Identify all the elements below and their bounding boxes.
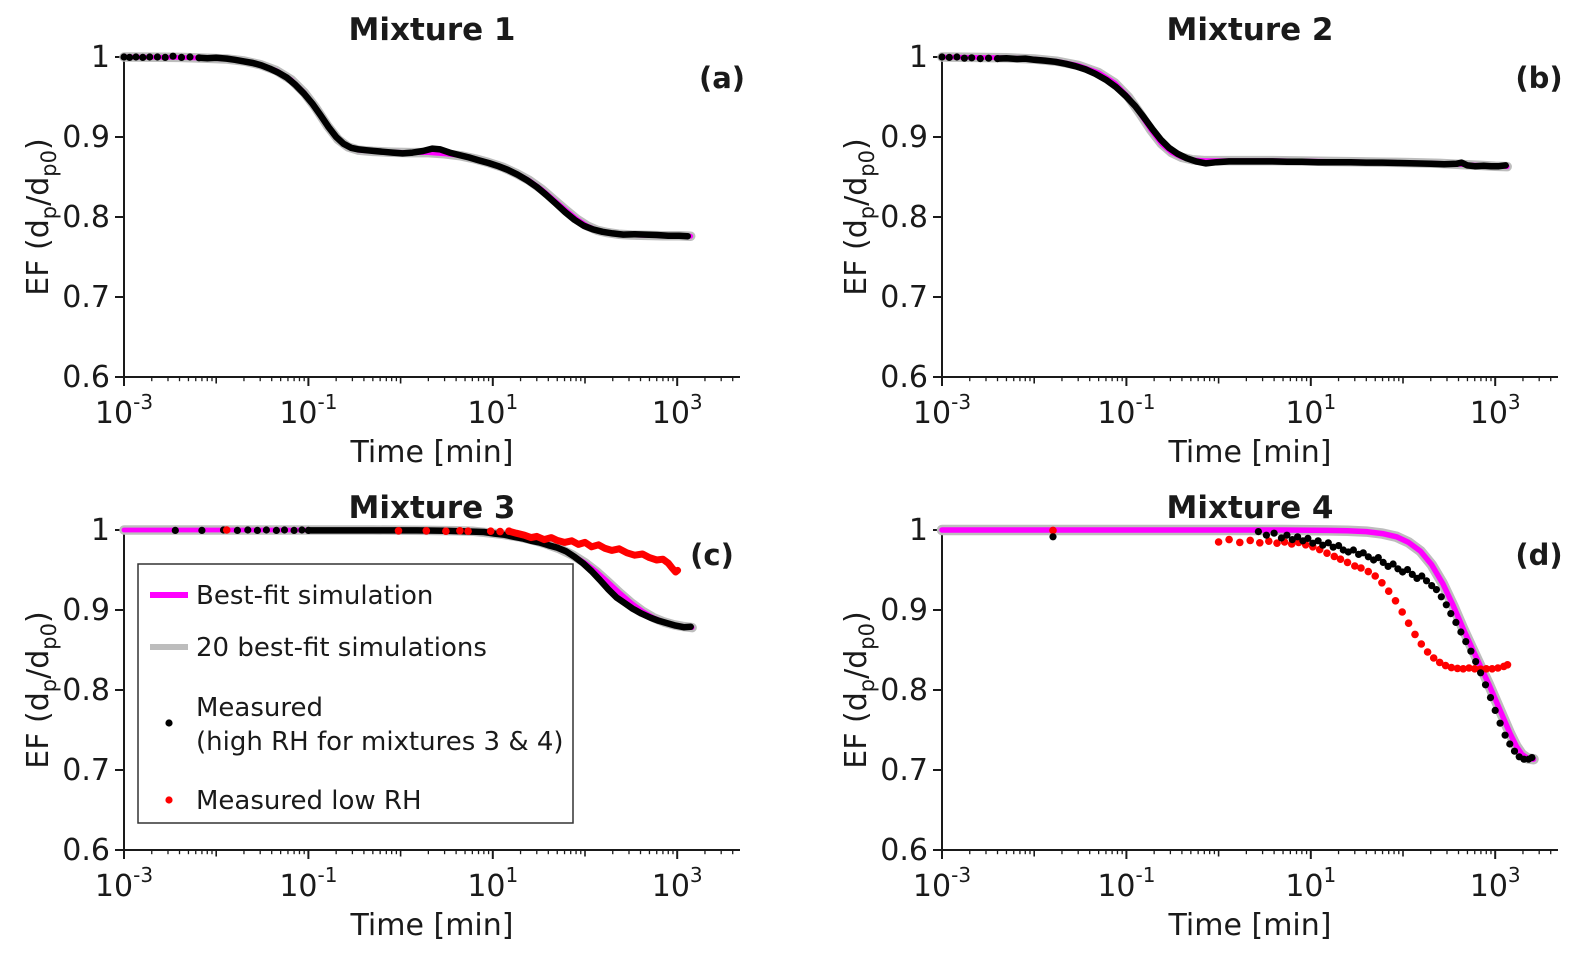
panel-title: Mixture 3 [348,490,515,526]
panel-mixture-3: 10-3 10-1 101 103 1 0.9 0.8 0.7 0.6 Time [min] EF … [0,485,791,970]
legend-label: Measured low RH [196,786,422,816]
y-tick-label: 0.6 [880,833,928,868]
series-best-fit-line [939,54,1510,169]
panel-title: Mixture 1 [348,12,515,48]
x-tick-label: 101 [1285,390,1336,431]
panel-mixture-1: 10-3 10-1 101 103 1 0.9 0.8 0.7 0.6 Time [min] EF … [0,0,791,485]
legend-item: Measured (high RH for mixtures 3 & 4) [165,693,564,757]
legend-label: 20 best-fit simulations [196,633,487,663]
y-tick-label: 0.8 [62,673,110,708]
legend-swatch-dot [165,796,173,804]
series-measured-low-rh-line [505,527,682,576]
x-tick-label: 103 [1470,390,1521,431]
panel-corner-label: (d) [1515,538,1562,572]
panel-b-chart: 10-3 10-1 101 103 1 0.9 0.8 0.7 0.6 Time [min] EF … [839,12,1563,470]
x-axis-label: Time [min] [1168,908,1332,943]
y-tick-label: 0.9 [880,120,928,155]
axis-ticks [115,529,734,859]
x-tick-label: 103 [652,863,703,904]
y-tick-label: 0.9 [880,593,928,628]
y-tick-label: 0.9 [62,593,110,628]
y-tick-label: 0.6 [880,360,928,395]
panel-corner-label: (a) [699,61,745,95]
y-axis-label: EF (dp/dp0) [839,611,879,768]
legend: Best-fit simulation 20 best-fit simulatio… [137,563,574,824]
axes-spines [941,530,1558,851]
y-tick-label: 0.6 [62,360,110,395]
y-tick-label: 0.7 [62,280,110,315]
x-tick-label: 103 [652,390,703,431]
y-tick-label: 0.7 [880,280,928,315]
series-best-fit-line [121,54,694,239]
series-measured-high-rh-dots [171,526,312,534]
series-measured-low-rh-dots [222,526,513,536]
series-measured-high-rh-dots [120,52,203,62]
x-tick-label: 10-3 [95,390,153,431]
x-tick-label: 101 [1285,863,1336,904]
panel-a-chart: 10-3 10-1 101 103 1 0.9 0.8 0.7 0.6 Time [min] EF … [21,12,745,470]
panel-corner-label: (c) [690,538,734,572]
x-tick-label: 10-1 [279,863,337,904]
series-20-best-fit-band [937,52,1512,172]
x-tick-label: 10-3 [913,863,971,904]
legend-label: Best-fit simulation [196,581,433,611]
x-tick-label: 10-1 [1097,863,1155,904]
axis-ticks [933,56,1552,386]
series-measured-low-rh-dots [1049,526,1512,673]
x-tick-label: 10-3 [95,863,153,904]
panel-mixture-2: 10-3 10-1 101 103 1 0.9 0.8 0.7 0.6 Time [min] EF … [791,0,1581,485]
x-tick-label: 103 [1470,863,1521,904]
legend-item: 20 best-fit simulations [150,633,487,663]
legend-item: Measured low RH [165,786,422,816]
legend-label-line2: (high RH for mixtures 3 & 4) [196,727,564,757]
series-measured-high-rh-line [305,527,694,631]
legend-box [137,563,574,824]
panel-c-chart: 10-3 10-1 101 103 1 0.9 0.8 0.7 0.6 Time [min] EF … [21,490,740,943]
series-measured-high-rh-line [195,54,691,240]
series-measured-high-rh-dots [1049,528,1536,763]
y-tick-label: 0.8 [62,200,110,235]
y-tick-label: 0.7 [62,753,110,788]
y-axis-label: EF (dp/dp0) [839,138,879,295]
y-tick-label: 1 [909,513,928,548]
y-tick-label: 0.6 [62,833,110,868]
axis-ticks [115,56,734,386]
panel-corner-label: (b) [1515,61,1562,95]
y-tick-label: 1 [909,40,928,75]
legend-label: Measured [196,693,323,723]
y-tick-label: 0.8 [880,673,928,708]
x-axis-label: Time [min] [350,435,514,470]
y-tick-label: 1 [91,40,110,75]
y-tick-label: 0.7 [880,753,928,788]
panel-title: Mixture 2 [1166,12,1333,48]
x-tick-label: 101 [467,390,518,431]
panel-title: Mixture 4 [1166,490,1333,526]
series-20-best-fit-band [119,52,696,241]
y-axis-label: EF (dp/dp0) [21,611,61,768]
x-axis-label: Time [min] [1168,435,1332,470]
axes-spines [123,57,740,378]
x-tick-label: 10-1 [1097,390,1155,431]
x-tick-label: 10-3 [913,390,971,431]
legend-swatch-dot [165,719,173,727]
series-measured-high-rh-dots [938,53,1002,63]
series-best-fit-line [939,527,1537,762]
axes-spines [941,57,1558,378]
y-axis-label: EF (dp/dp0) [21,138,61,295]
y-tick-label: 0.8 [880,200,928,235]
panel-mixture-4: 10-3 10-1 101 103 1 0.9 0.8 0.7 0.6 Time [min] EF … [791,485,1581,970]
y-tick-label: 0.9 [62,120,110,155]
legend-item: Best-fit simulation [150,581,433,611]
x-axis-label: Time [min] [350,908,514,943]
axis-ticks [933,529,1552,859]
x-tick-label: 10-1 [279,390,337,431]
y-tick-label: 1 [91,513,110,548]
panel-d-chart: 10-3 10-1 101 103 1 0.9 0.8 0.7 0.6 Time [min] EF … [839,490,1563,943]
x-tick-label: 101 [467,863,518,904]
series-measured-high-rh-line [994,54,1509,170]
series-20-best-fit-band [936,524,1539,765]
